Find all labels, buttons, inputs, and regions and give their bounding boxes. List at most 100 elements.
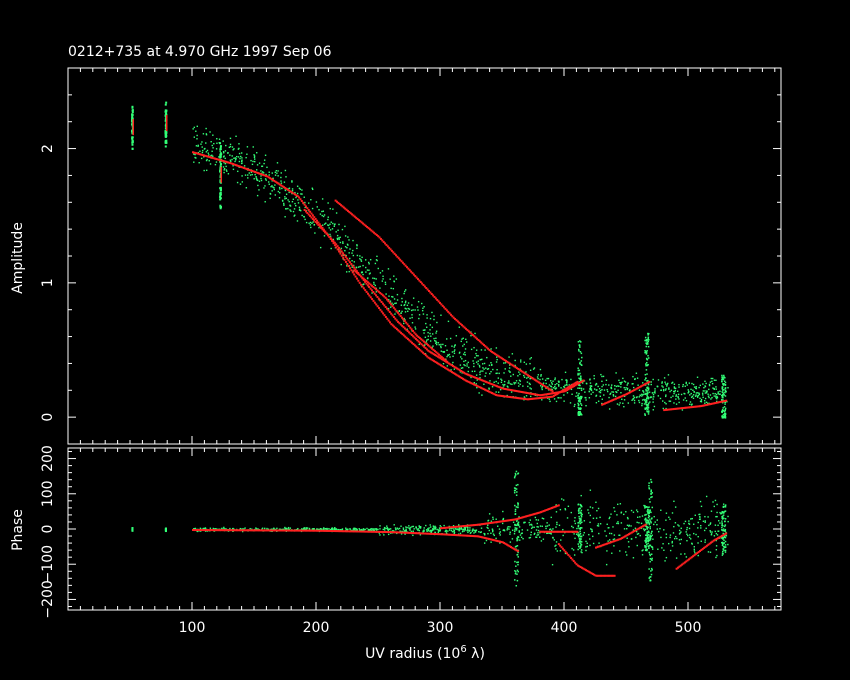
amplitude-data-point (460, 367, 463, 369)
amplitude-data-point (346, 243, 349, 246)
amplitude-data-point (492, 368, 494, 371)
amplitude-data-point (356, 244, 358, 247)
amplitude-model-point (366, 225, 369, 228)
amplitude-model-point (244, 167, 247, 170)
amplitude-model-point (452, 364, 455, 367)
phase-data-point (686, 540, 688, 542)
phase-data-point (727, 520, 729, 523)
amplitude-model-point (259, 172, 262, 175)
amplitude-y-tick-label: 2 (40, 144, 56, 153)
amplitude-model-point (339, 252, 342, 255)
amplitude-model-point (626, 392, 629, 395)
amplitude-data-point (288, 200, 290, 203)
x-tick-label: 500 (675, 620, 702, 636)
phase-data-point (498, 528, 501, 530)
amplitude-data-point (580, 387, 583, 390)
amplitude-model-point (421, 339, 424, 342)
amplitude-data-point (265, 179, 267, 181)
amplitude-data-point (664, 383, 667, 385)
amplitude-data-point (698, 386, 700, 389)
phase-data-point (580, 545, 582, 547)
amplitude-data-point (602, 384, 605, 386)
amplitude-data-point (464, 351, 466, 354)
amplitude-data-point (388, 299, 390, 301)
amplitude-model-point (513, 365, 516, 368)
phase-data-point (663, 549, 665, 551)
phase-model-point (601, 544, 604, 547)
phase-model-point (331, 529, 334, 532)
phase-data-point (556, 523, 558, 526)
amplitude-data-point (131, 105, 134, 108)
phase-model-point (361, 530, 364, 533)
phase-data-point (316, 528, 318, 530)
amplitude-model-point (212, 157, 215, 160)
phase-model-point (244, 529, 247, 532)
amplitude-data-point (198, 162, 200, 164)
phase-data-point (693, 546, 695, 548)
phase-model-point (693, 554, 696, 557)
phase-data-point (399, 530, 401, 532)
phase-data-point (705, 527, 707, 530)
phase-data-point (646, 532, 648, 535)
amplitude-data-point (236, 181, 239, 184)
amplitude-model-point (475, 377, 478, 380)
amplitude-data-point (551, 383, 554, 385)
amplitude-data-point (425, 322, 427, 325)
amplitude-data-point (394, 313, 396, 315)
amplitude-data-point (435, 343, 438, 346)
phase-data-point (716, 515, 718, 518)
amplitude-data-point (508, 367, 511, 369)
amplitude-data-point (220, 153, 223, 155)
phase-data-point (675, 557, 678, 559)
amplitude-data-point (260, 179, 263, 182)
phase-data-point (480, 527, 483, 529)
amplitude-model-point (457, 368, 460, 371)
amplitude-model-point (676, 407, 679, 410)
phase-model-point (208, 529, 211, 532)
phase-data-point (644, 505, 646, 507)
amplitude-model-point (541, 396, 544, 399)
phase-data-point (499, 534, 501, 536)
phase-data-point (614, 510, 616, 513)
phase-data-point (647, 537, 649, 540)
phase-model-point (314, 529, 317, 532)
phase-data-point (610, 532, 613, 535)
amplitude-model-point (348, 211, 351, 214)
amplitude-data-point (722, 407, 724, 409)
phase-data-point (721, 523, 724, 525)
amplitude-data-point (219, 152, 222, 155)
amplitude-model-point (302, 201, 305, 204)
phase-data-point (632, 511, 635, 513)
phase-data-point (650, 553, 653, 555)
phase-model-point (293, 529, 296, 532)
phase-data-point (567, 505, 570, 508)
amplitude-model-point (621, 394, 624, 397)
amplitude-data-point (490, 348, 492, 350)
amplitude-data-point (339, 241, 342, 244)
amplitude-model-point (719, 400, 722, 403)
amplitude-data-point (508, 364, 511, 366)
phase-data-point (660, 536, 662, 539)
phase-data-point (721, 544, 724, 547)
phase-model-point (576, 564, 579, 567)
phase-model-point (229, 529, 232, 532)
phase-model-point (262, 529, 265, 532)
amplitude-model-point (496, 394, 499, 397)
amplitude-data-point (646, 386, 648, 389)
phase-model-point (527, 514, 530, 517)
phase-data-point (725, 535, 728, 537)
amplitude-model-point (460, 370, 463, 373)
amplitude-data-point (256, 194, 259, 197)
phase-model-point (388, 531, 391, 534)
phase-data-point (549, 532, 552, 535)
phase-data-point (715, 556, 717, 559)
amplitude-data-point (349, 248, 351, 250)
amplitude-data-point (265, 173, 267, 176)
amplitude-model-point (526, 374, 529, 377)
amplitude-data-point (387, 307, 390, 310)
amplitude-model-point (481, 387, 484, 390)
amplitude-model-point (318, 225, 321, 228)
amplitude-model-point (688, 406, 690, 409)
amplitude-data-point (564, 371, 567, 374)
amplitude-data-point (194, 153, 196, 156)
